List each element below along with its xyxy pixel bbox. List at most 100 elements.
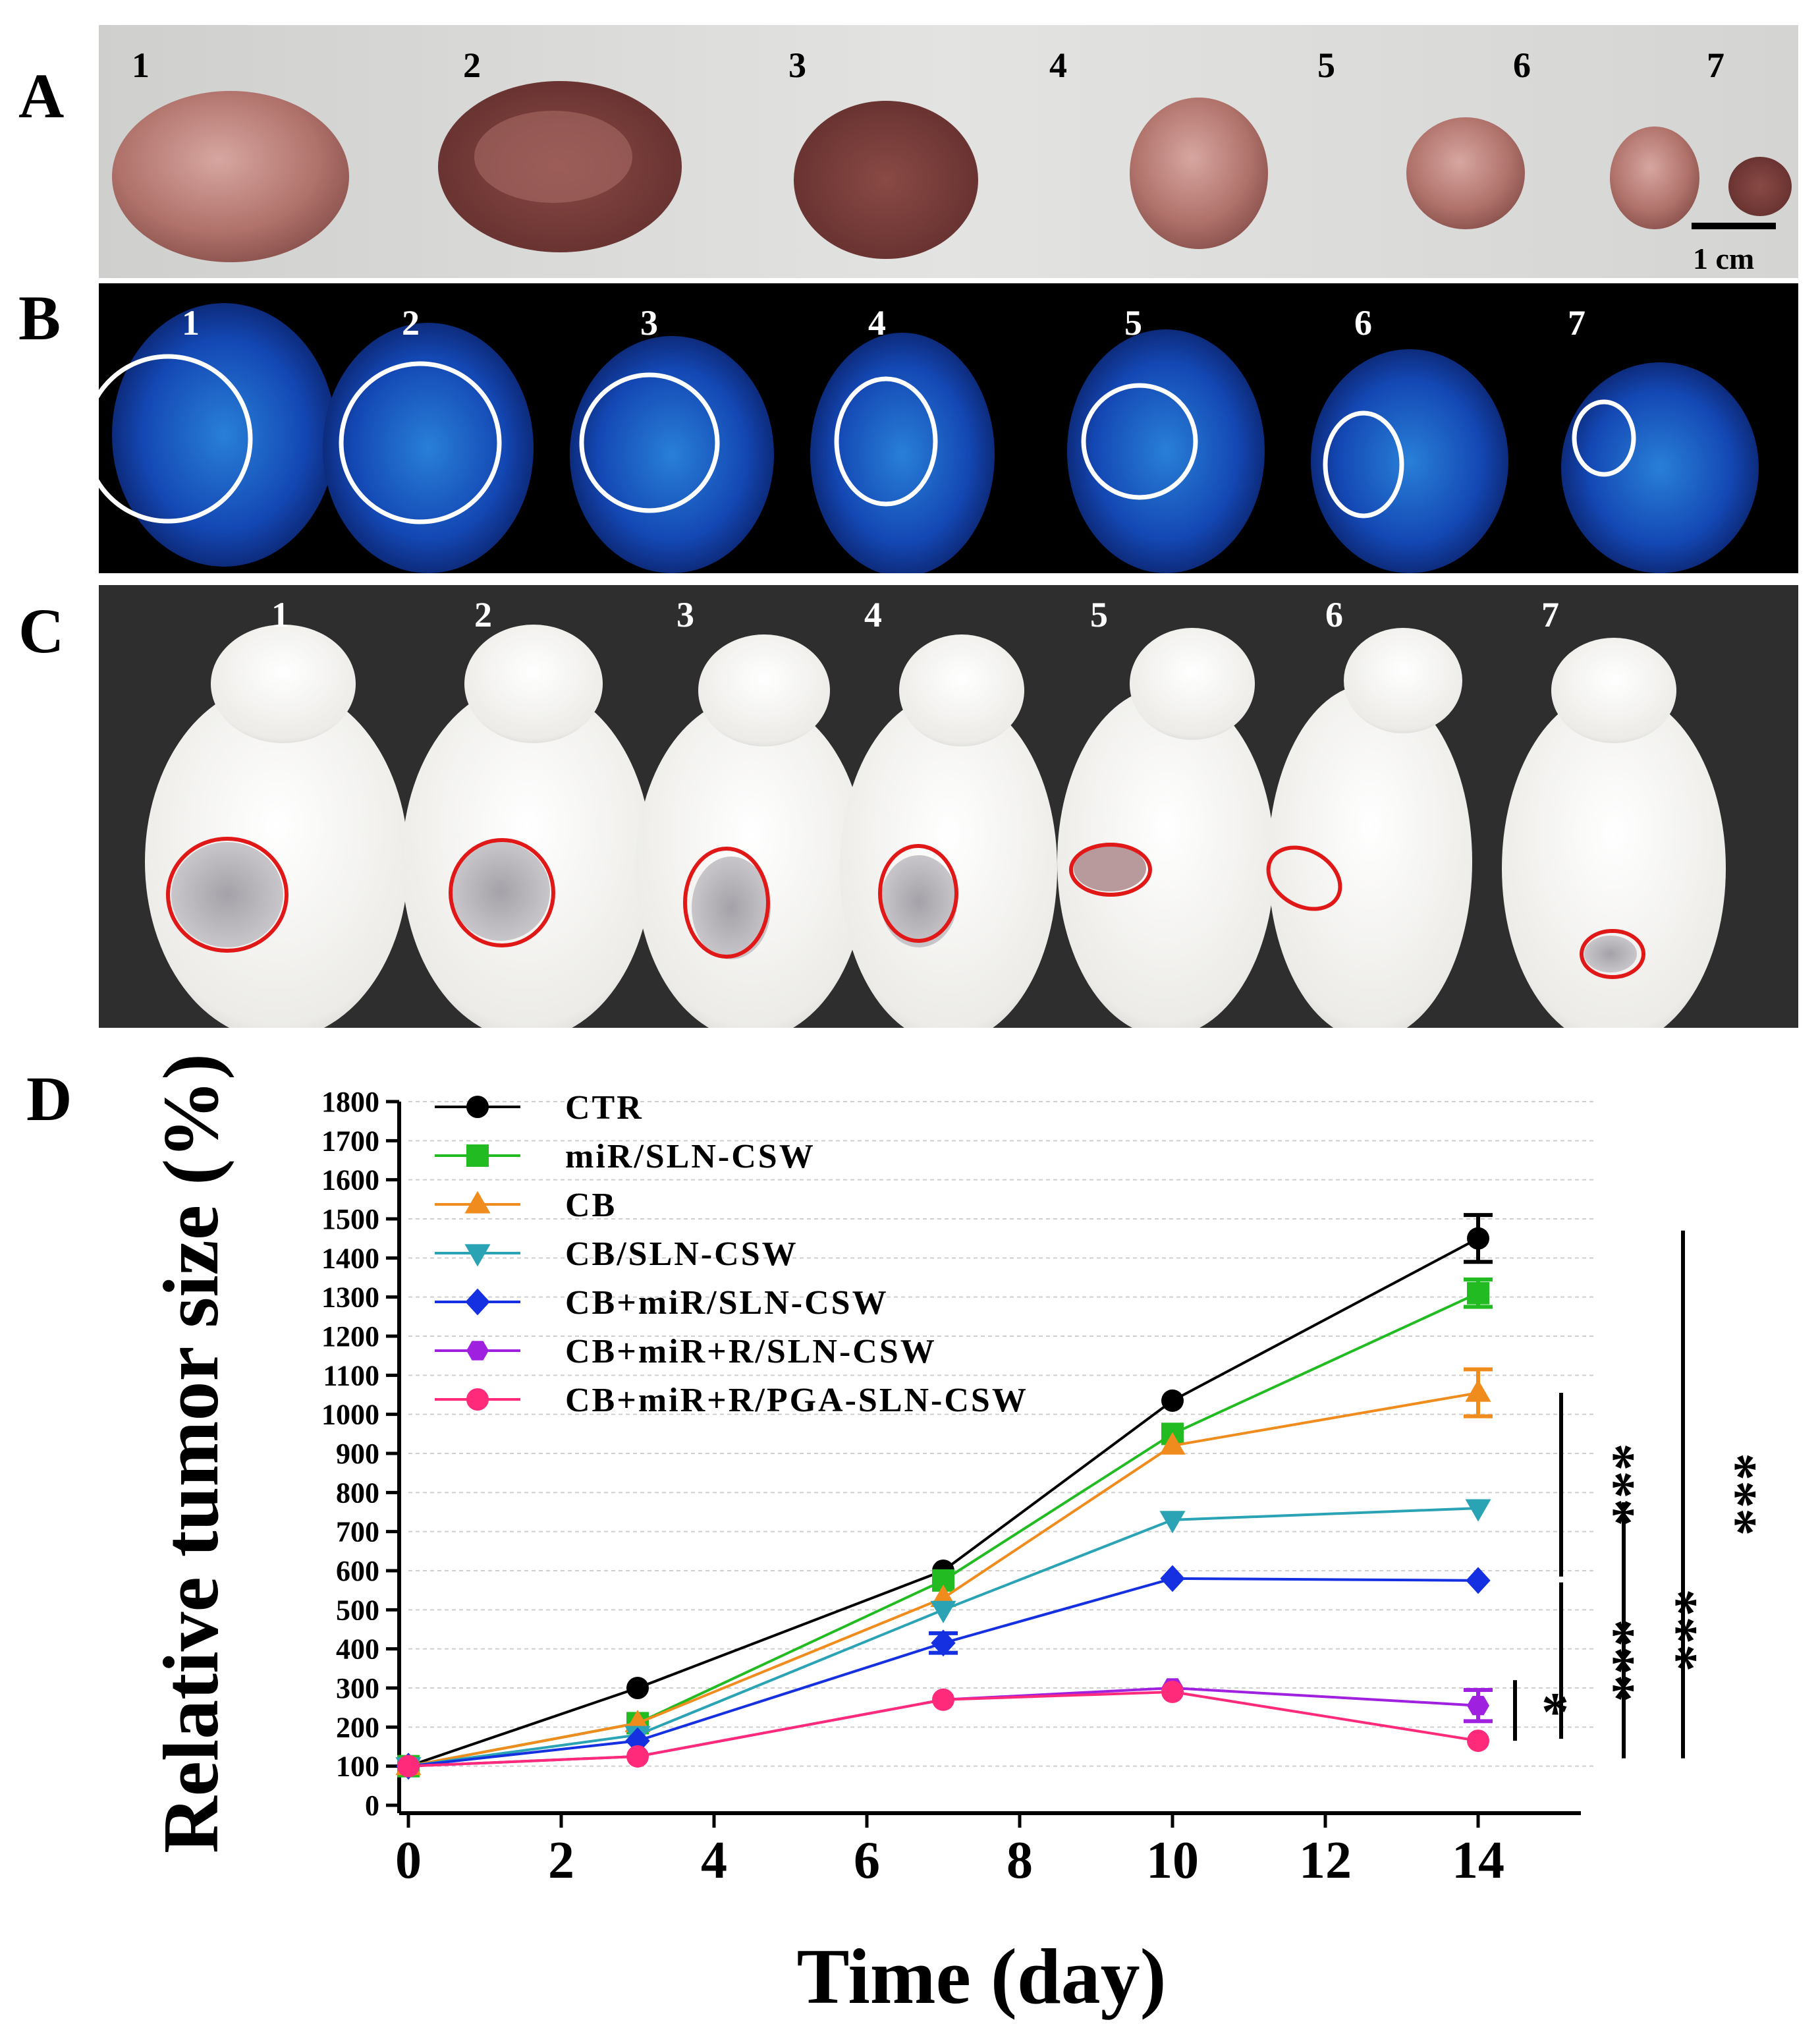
y-tick-label: 1700 (321, 1125, 379, 1157)
tumor-ring-3 (683, 847, 770, 959)
x-tick-label: 10 (1146, 1832, 1199, 1890)
data-point (1467, 1729, 1489, 1753)
mri-roi-1 (99, 354, 253, 524)
legend-marker (466, 1096, 489, 1118)
panel-b-label-4: 4 (868, 303, 886, 343)
legend-marker (466, 1144, 489, 1167)
panel-a-letter: A (18, 61, 65, 131)
data-point (1159, 1511, 1186, 1534)
mri-roi-6 (1323, 410, 1404, 519)
significance-bracket-3-label: *** (1585, 1443, 1646, 1526)
y-tick-label: 400 (336, 1633, 379, 1666)
panel-c-label-4: 4 (864, 595, 882, 634)
tumor-ring-6 (1266, 845, 1342, 911)
panel-d-letter: D (26, 1063, 72, 1134)
panel-a-label-6: 6 (1513, 45, 1531, 85)
panel-a-label-1: 1 (132, 45, 150, 85)
data-point (625, 1727, 650, 1755)
data-point (1467, 1281, 1489, 1305)
y-tick-label: 500 (336, 1594, 379, 1626)
panel-a-label-5: 5 (1317, 45, 1335, 85)
mri-roi-3 (579, 372, 720, 513)
data-point (1160, 1565, 1185, 1592)
panel-c-label-6: 6 (1325, 595, 1343, 634)
data-point (932, 1688, 954, 1711)
data-point (1161, 1680, 1184, 1703)
mouse-2 (402, 625, 652, 1028)
panel-c-label-5: 5 (1090, 595, 1108, 634)
x-axis-label: Time (day) (796, 1932, 1166, 2020)
data-point (626, 1745, 649, 1768)
x-tick-label: 14 (1452, 1832, 1504, 1890)
legend-label-6: CB+miR+R/SLN-CSW (565, 1333, 937, 1370)
y-tick-label: 1400 (321, 1242, 379, 1274)
data-point (931, 1629, 956, 1657)
data-point (1466, 1567, 1491, 1594)
data-point (1465, 1499, 1491, 1522)
tumor-ring-1 (166, 837, 289, 953)
mouse-5 (1057, 628, 1275, 1028)
legend-label-7: CB+miR+R/PGA-SLN-CSW (565, 1382, 1028, 1419)
y-tick-label: 1600 (321, 1164, 379, 1196)
data-point (397, 1755, 420, 1778)
panel-a-photo (99, 25, 1798, 278)
tumor-5 (1406, 117, 1525, 229)
y-tick-label: 1000 (321, 1399, 379, 1431)
data-point (1159, 1432, 1186, 1455)
tumor-ring-7 (1580, 929, 1645, 979)
legend-marker (465, 1288, 490, 1316)
legend-marker (466, 1341, 489, 1361)
legend-label-3: CB (565, 1187, 617, 1224)
y-tick-label: 700 (336, 1516, 379, 1548)
data-point (1467, 1227, 1489, 1250)
x-tick-label: 0 (395, 1832, 422, 1890)
tumor-growth-chart: 0100200300400500600700800900100011001200… (147, 1054, 1768, 2020)
data-point (1161, 1389, 1184, 1412)
significance-bracket-4-label: *** (1647, 1588, 1709, 1672)
panel-c-label-2: 2 (474, 595, 492, 634)
panel-b-label-1: 1 (182, 303, 200, 343)
panel-a-label-2: 2 (463, 45, 481, 85)
significance-bracket-2-label: *** (1585, 1619, 1646, 1702)
panel-b-label-5: 5 (1124, 303, 1142, 343)
mouse-4 (840, 634, 1057, 1028)
panel-c-label-3: 3 (676, 595, 694, 634)
significance-bracket-1-label: * (1541, 1681, 1569, 1743)
y-tick-label: 900 (336, 1438, 379, 1470)
data-point (1465, 1379, 1491, 1402)
panel-a-label-4: 4 (1049, 45, 1067, 85)
tumor-1 (112, 91, 349, 262)
mouse-7 (1502, 638, 1726, 1028)
mouse-6 (1268, 628, 1472, 1028)
y-tick-label: 1100 (323, 1359, 379, 1392)
y-tick-label: 200 (336, 1711, 379, 1743)
y-tick-label: 100 (336, 1751, 379, 1783)
legend-marker (464, 1244, 491, 1267)
tumor-3 (794, 101, 978, 259)
panel-b-mri (99, 283, 1798, 573)
mice-photo (99, 585, 1798, 1028)
x-tick-label: 6 (854, 1832, 880, 1890)
scale-bar-label: 1 cm (1693, 242, 1755, 275)
x-tick-label: 8 (1007, 1832, 1033, 1890)
panel-a-label-3: 3 (788, 45, 806, 85)
mouse-3 (636, 634, 866, 1028)
y-tick-label: 1500 (321, 1203, 379, 1235)
panel-b-label-7: 7 (1568, 303, 1586, 343)
y-tick-label: 1800 (321, 1086, 379, 1118)
legend-label-2: miR/SLN-CSW (565, 1138, 815, 1175)
data-point (1467, 1695, 1489, 1716)
data-point (930, 1600, 956, 1623)
panel-c-label-1: 1 (271, 595, 289, 634)
panel-b-label-2: 2 (402, 303, 420, 343)
tumor-ring-2 (449, 838, 555, 947)
y-axis-label: Relative tumor size (%) (147, 1054, 234, 1853)
legend-marker (466, 1388, 489, 1411)
legend-label-5: CB+miR/SLN-CSW (565, 1284, 889, 1322)
mouse-1 (145, 625, 408, 1028)
panel-b-label-6: 6 (1354, 303, 1372, 343)
tumor-ring-5 (1069, 843, 1152, 897)
panel-a-label-7: 7 (1707, 45, 1724, 85)
significance-bracket-5-label: *** (1707, 1453, 1768, 1536)
panel-b-label-3: 3 (640, 303, 658, 343)
